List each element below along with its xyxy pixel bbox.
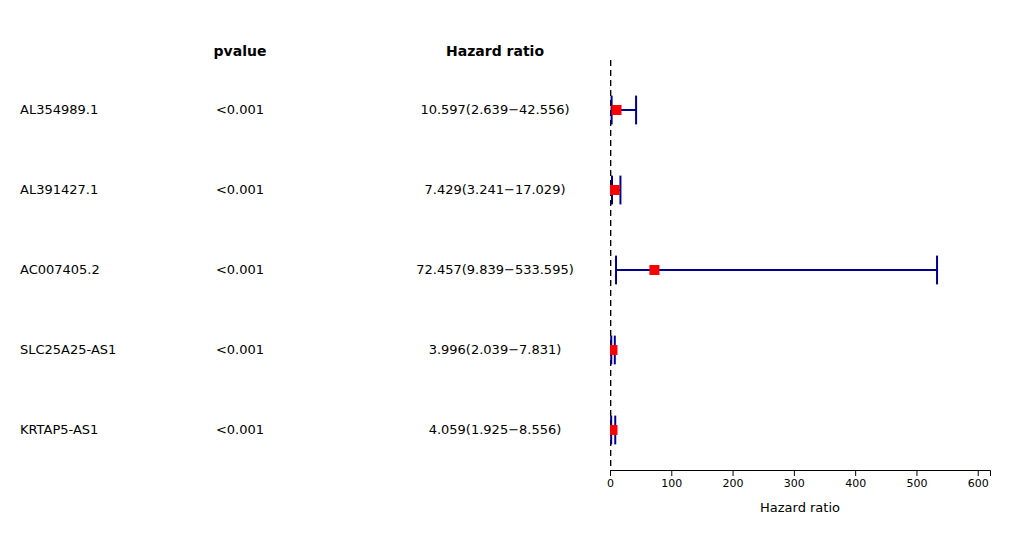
chart: 0 100 200 300 400 500 600 Hazard ratio pvalue Haz… <box>0 0 1019 544</box>
tick-label: 500 <box>906 477 927 490</box>
x-tick: 600 <box>968 470 989 490</box>
x-axis-title: Hazard ratio <box>760 500 840 515</box>
ci-cap-high <box>635 96 637 125</box>
pvalue-label: <0.001 <box>216 342 264 357</box>
value-label: 3.996(2.039−7.831) <box>429 342 562 357</box>
x-tick: 400 <box>845 470 866 490</box>
category-label: KRTAP5-AS1 <box>20 422 98 437</box>
x-tick: 100 <box>661 470 682 490</box>
x-tick: 500 <box>906 470 927 490</box>
value-label: 4.059(1.925−8.556) <box>429 422 562 437</box>
ci-cap-low <box>615 256 617 285</box>
estimate-marker <box>610 345 617 355</box>
category-label: AC007405.2 <box>20 262 100 277</box>
column-header: Hazard ratio <box>446 43 544 59</box>
tick-label: 600 <box>968 477 989 490</box>
estimate-marker <box>649 265 659 275</box>
tick-mark <box>978 470 979 476</box>
category-label: SLC25A25-AS1 <box>20 342 116 357</box>
x-axis: 0 100 200 300 400 500 600 <box>607 470 991 490</box>
estimate-marker <box>610 425 617 435</box>
ci-line <box>616 269 937 271</box>
pvalue-label: <0.001 <box>216 102 264 117</box>
tick-label: 300 <box>784 477 805 490</box>
ci-cap-high <box>936 256 938 285</box>
value-label: 10.597(2.639−42.556) <box>420 102 569 117</box>
value-label: 72.457(9.839−533.595) <box>416 262 574 277</box>
plot-area <box>610 60 937 470</box>
x-tick: 200 <box>723 470 744 490</box>
x-tick: 300 <box>784 470 805 490</box>
table: AL354989.1 <0.001 10.597(2.639−42.556) AL39… <box>20 102 574 437</box>
pvalue-label: <0.001 <box>216 262 264 277</box>
category-label: AL391427.1 <box>20 182 98 197</box>
x-tick: 0 <box>607 470 614 490</box>
tick-label: 100 <box>661 477 682 490</box>
x-axis-line <box>611 471 991 477</box>
reference-line <box>610 60 611 470</box>
estimate-marker <box>610 185 620 195</box>
column-header: pvalue <box>214 43 267 59</box>
category-label: AL354989.1 <box>20 102 98 117</box>
tick-mark <box>855 470 856 476</box>
pvalue-label: <0.001 <box>216 182 264 197</box>
pvalue-label: <0.001 <box>216 422 264 437</box>
tick-mark <box>733 470 734 476</box>
value-label: 7.429(3.241−17.029) <box>425 182 566 197</box>
ci-cap-high <box>619 176 621 205</box>
tick-label: 0 <box>607 477 614 490</box>
tick-mark <box>671 470 672 476</box>
estimate-marker <box>611 105 621 115</box>
tick-label: 400 <box>845 477 866 490</box>
tick-label: 200 <box>723 477 744 490</box>
tick-mark <box>916 470 917 476</box>
tick-mark <box>610 470 611 476</box>
tick-mark <box>794 470 795 476</box>
